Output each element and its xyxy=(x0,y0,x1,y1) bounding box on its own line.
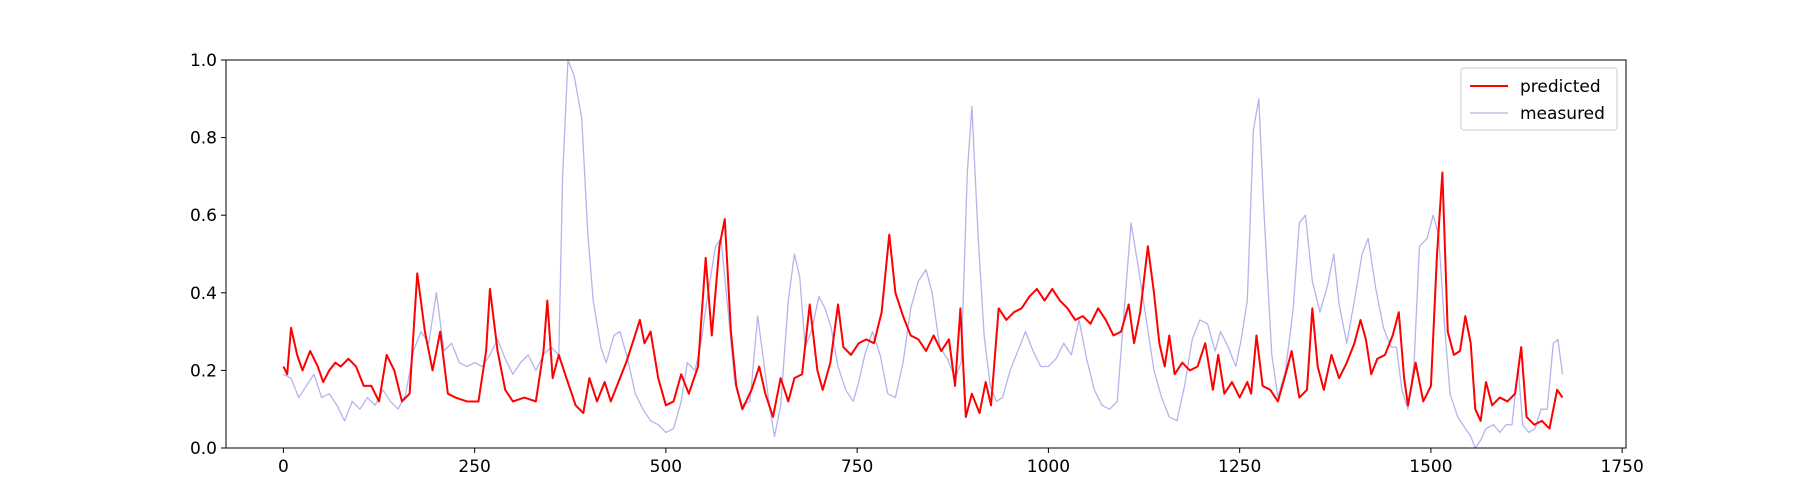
series-line-measured xyxy=(283,60,1564,448)
y-tick-label: 0.8 xyxy=(190,129,217,149)
legend-label-predicted: predicted xyxy=(1520,77,1601,97)
x-tick-label: 1750 xyxy=(1601,457,1644,477)
x-tick-label: 0 xyxy=(278,457,289,477)
y-tick-label: 0.6 xyxy=(190,206,217,226)
x-axis: 0 250 500 750 1000 1250 1500 1750 xyxy=(278,448,1644,477)
y-tick-label: 0.4 xyxy=(190,284,217,304)
x-tick-label: 750 xyxy=(841,457,873,477)
x-tick-label: 500 xyxy=(650,457,682,477)
series-layer xyxy=(282,60,1564,448)
y-tick-label: 0.0 xyxy=(190,439,217,459)
legend: predicted measured xyxy=(1460,67,1618,131)
y-tick-label: 0.2 xyxy=(190,361,217,381)
series-line-predicted xyxy=(282,171,1564,430)
y-tick-label: 1.0 xyxy=(190,51,217,71)
x-tick-label: 250 xyxy=(458,457,490,477)
axes-frame xyxy=(225,59,1627,449)
legend-box xyxy=(1460,67,1618,131)
x-tick-label: 1000 xyxy=(1027,457,1070,477)
legend-label-measured: measured xyxy=(1520,104,1605,124)
y-axis: 0.0 0.2 0.4 0.6 0.8 1.0 xyxy=(190,51,226,459)
x-tick-label: 1250 xyxy=(1218,457,1261,477)
x-tick-label: 1500 xyxy=(1409,457,1452,477)
